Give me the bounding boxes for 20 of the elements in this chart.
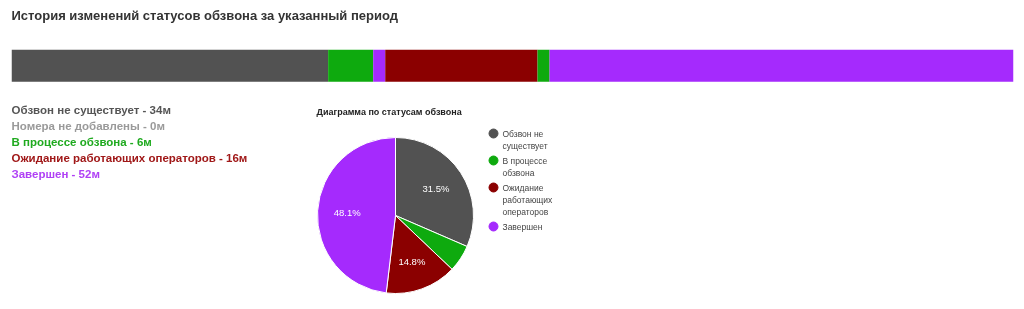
bar [11,49,329,82]
text: Номера не добавлены - 0м [11,119,165,132]
data-label: 14.8% [398,255,426,267]
data-label: 31.5% [422,183,450,195]
chart-title: История изменений статусов обзвона за указанный период [11,7,399,23]
bar [328,49,374,82]
bar [385,49,538,82]
legend-label: Завершен [502,221,543,232]
text: В процессе обзвона - 6м [11,135,152,148]
text: Ожидание работающих операторов - 16м [11,151,248,164]
legend-label: В процессе обзвона [502,155,548,178]
data-label: 48.1% [333,207,362,219]
bar [537,49,550,82]
legend-label: Ожидание работающих операторов [502,182,553,217]
legend-label: Обзвон не существует [502,128,548,151]
chart-title: Диаграмма по статусам обзвона [316,106,463,117]
text: Завершен - 52м [11,167,100,180]
text: Обзвон не существует - 34м [11,103,171,116]
bar [373,49,386,82]
bar [549,49,1014,82]
